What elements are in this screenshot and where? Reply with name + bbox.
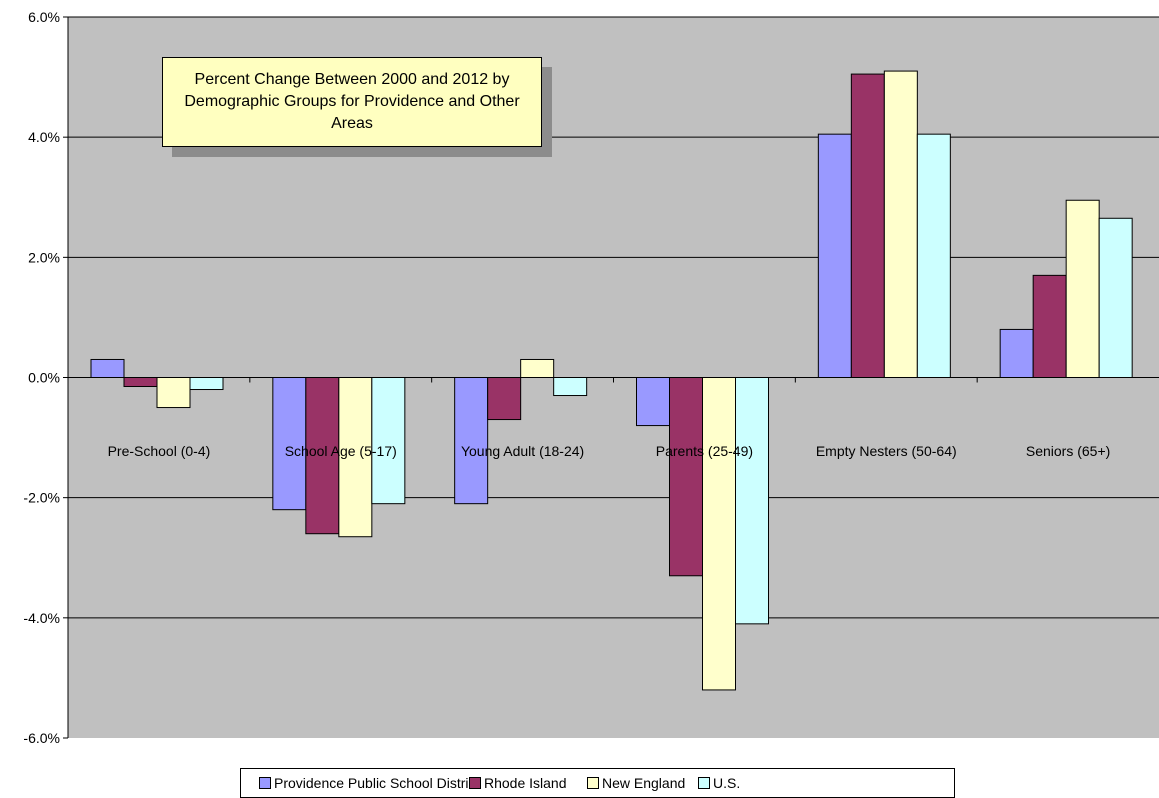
legend-label: New England: [602, 775, 686, 791]
bar: [999, 328, 1034, 378]
axes: [63, 16, 1159, 739]
legend-swatch: [698, 777, 710, 789]
y-tick-label: 6.0%: [28, 9, 60, 25]
y-tick-label: -4.0%: [23, 610, 60, 626]
legend-label: Providence Public School District: [274, 775, 480, 791]
y-tick-label: -2.0%: [23, 490, 60, 506]
bar: [916, 133, 951, 378]
bar: [123, 377, 158, 388]
chart-title: Percent Change Between 2000 and 2012 by …: [184, 71, 520, 132]
bar: [371, 377, 406, 505]
bar: [189, 377, 224, 391]
category-label: Empty Nesters (50-64): [816, 443, 957, 459]
bar: [305, 377, 340, 535]
category-label: Pre-School (0-4): [108, 443, 211, 459]
legend-label: Rhode Island: [484, 775, 567, 791]
legend-item: Providence Public School District: [259, 775, 479, 791]
legend-swatch: [259, 777, 271, 789]
bar: [487, 377, 522, 421]
category-label: School Age (5-17): [285, 443, 397, 459]
y-tick-label: 0.0%: [28, 370, 60, 386]
legend-item: New England: [587, 775, 685, 791]
category-label: Seniors (65+): [1026, 443, 1110, 459]
bar: [636, 377, 670, 427]
bar: [454, 377, 489, 505]
y-tick-label: 2.0%: [28, 249, 60, 265]
bar: [156, 377, 191, 409]
bar: [90, 358, 125, 379]
legend: Providence Public School District Rhode I…: [240, 768, 955, 798]
legend-item: U.S.: [698, 775, 740, 791]
bar: [669, 377, 703, 577]
bar: [553, 377, 588, 397]
bar: [817, 133, 852, 378]
legend-label: U.S.: [713, 775, 741, 791]
category-label: Young Adult (18-24): [461, 443, 584, 459]
y-tick-labels: 6.0% 4.0% 2.0% 0.0% -2.0% -4.0% -6.0%: [23, 9, 60, 746]
bar: [272, 377, 307, 511]
legend-item: Rhode Island: [469, 775, 567, 791]
bar: [1032, 274, 1067, 379]
bar: [1098, 217, 1133, 378]
legend-swatch: [587, 777, 599, 789]
bar: [702, 377, 736, 691]
bar: [735, 377, 769, 625]
bars: [90, 70, 1133, 691]
category-labels: Pre-School (0-4) School Age (5-17) Young A…: [108, 443, 1111, 459]
bar: [520, 358, 555, 379]
y-tick-label: 4.0%: [28, 129, 60, 145]
bar: [850, 73, 885, 379]
bar: [1065, 199, 1100, 378]
legend-swatch: [469, 777, 481, 789]
category-label: Parents (25-49): [656, 443, 753, 459]
bar: [338, 377, 373, 538]
chart-title-box: Percent Change Between 2000 and 2012 by …: [162, 57, 542, 147]
y-tick-label: -6.0%: [23, 730, 60, 746]
bar: [883, 70, 918, 378]
